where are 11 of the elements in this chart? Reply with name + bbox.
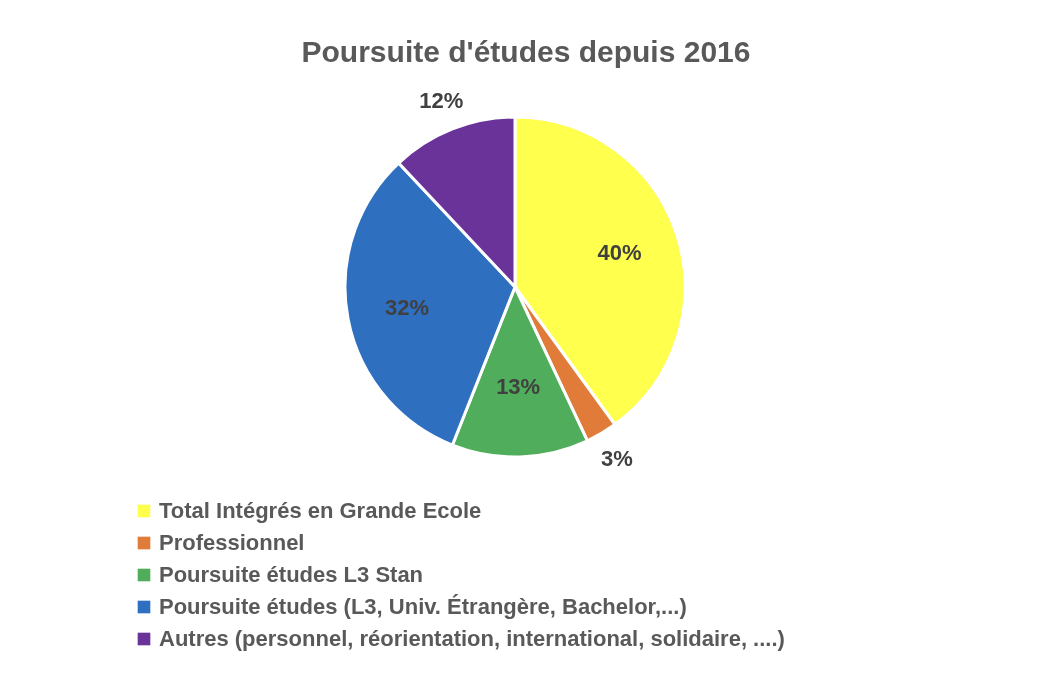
data-label: 40% xyxy=(597,240,642,266)
data-label: 32% xyxy=(384,294,429,320)
chart-title: Poursuite d'études depuis 2016 xyxy=(301,35,751,68)
data-label: 3% xyxy=(600,446,633,472)
legend-label: Professionnel xyxy=(159,530,305,555)
legend-label: Poursuite études L3 Stan xyxy=(159,562,424,587)
legend-label: Autres (personnel, réorientation, international, solidaire, ....) xyxy=(159,626,785,651)
data-label: 12% xyxy=(419,88,464,114)
data-label: 13% xyxy=(496,373,541,399)
legend-label: Poursuite études (L3, Univ. Étrangère, Bachelor,...) xyxy=(159,594,687,619)
legend-label: Total Intégrés en Grande Ecole xyxy=(159,498,482,523)
